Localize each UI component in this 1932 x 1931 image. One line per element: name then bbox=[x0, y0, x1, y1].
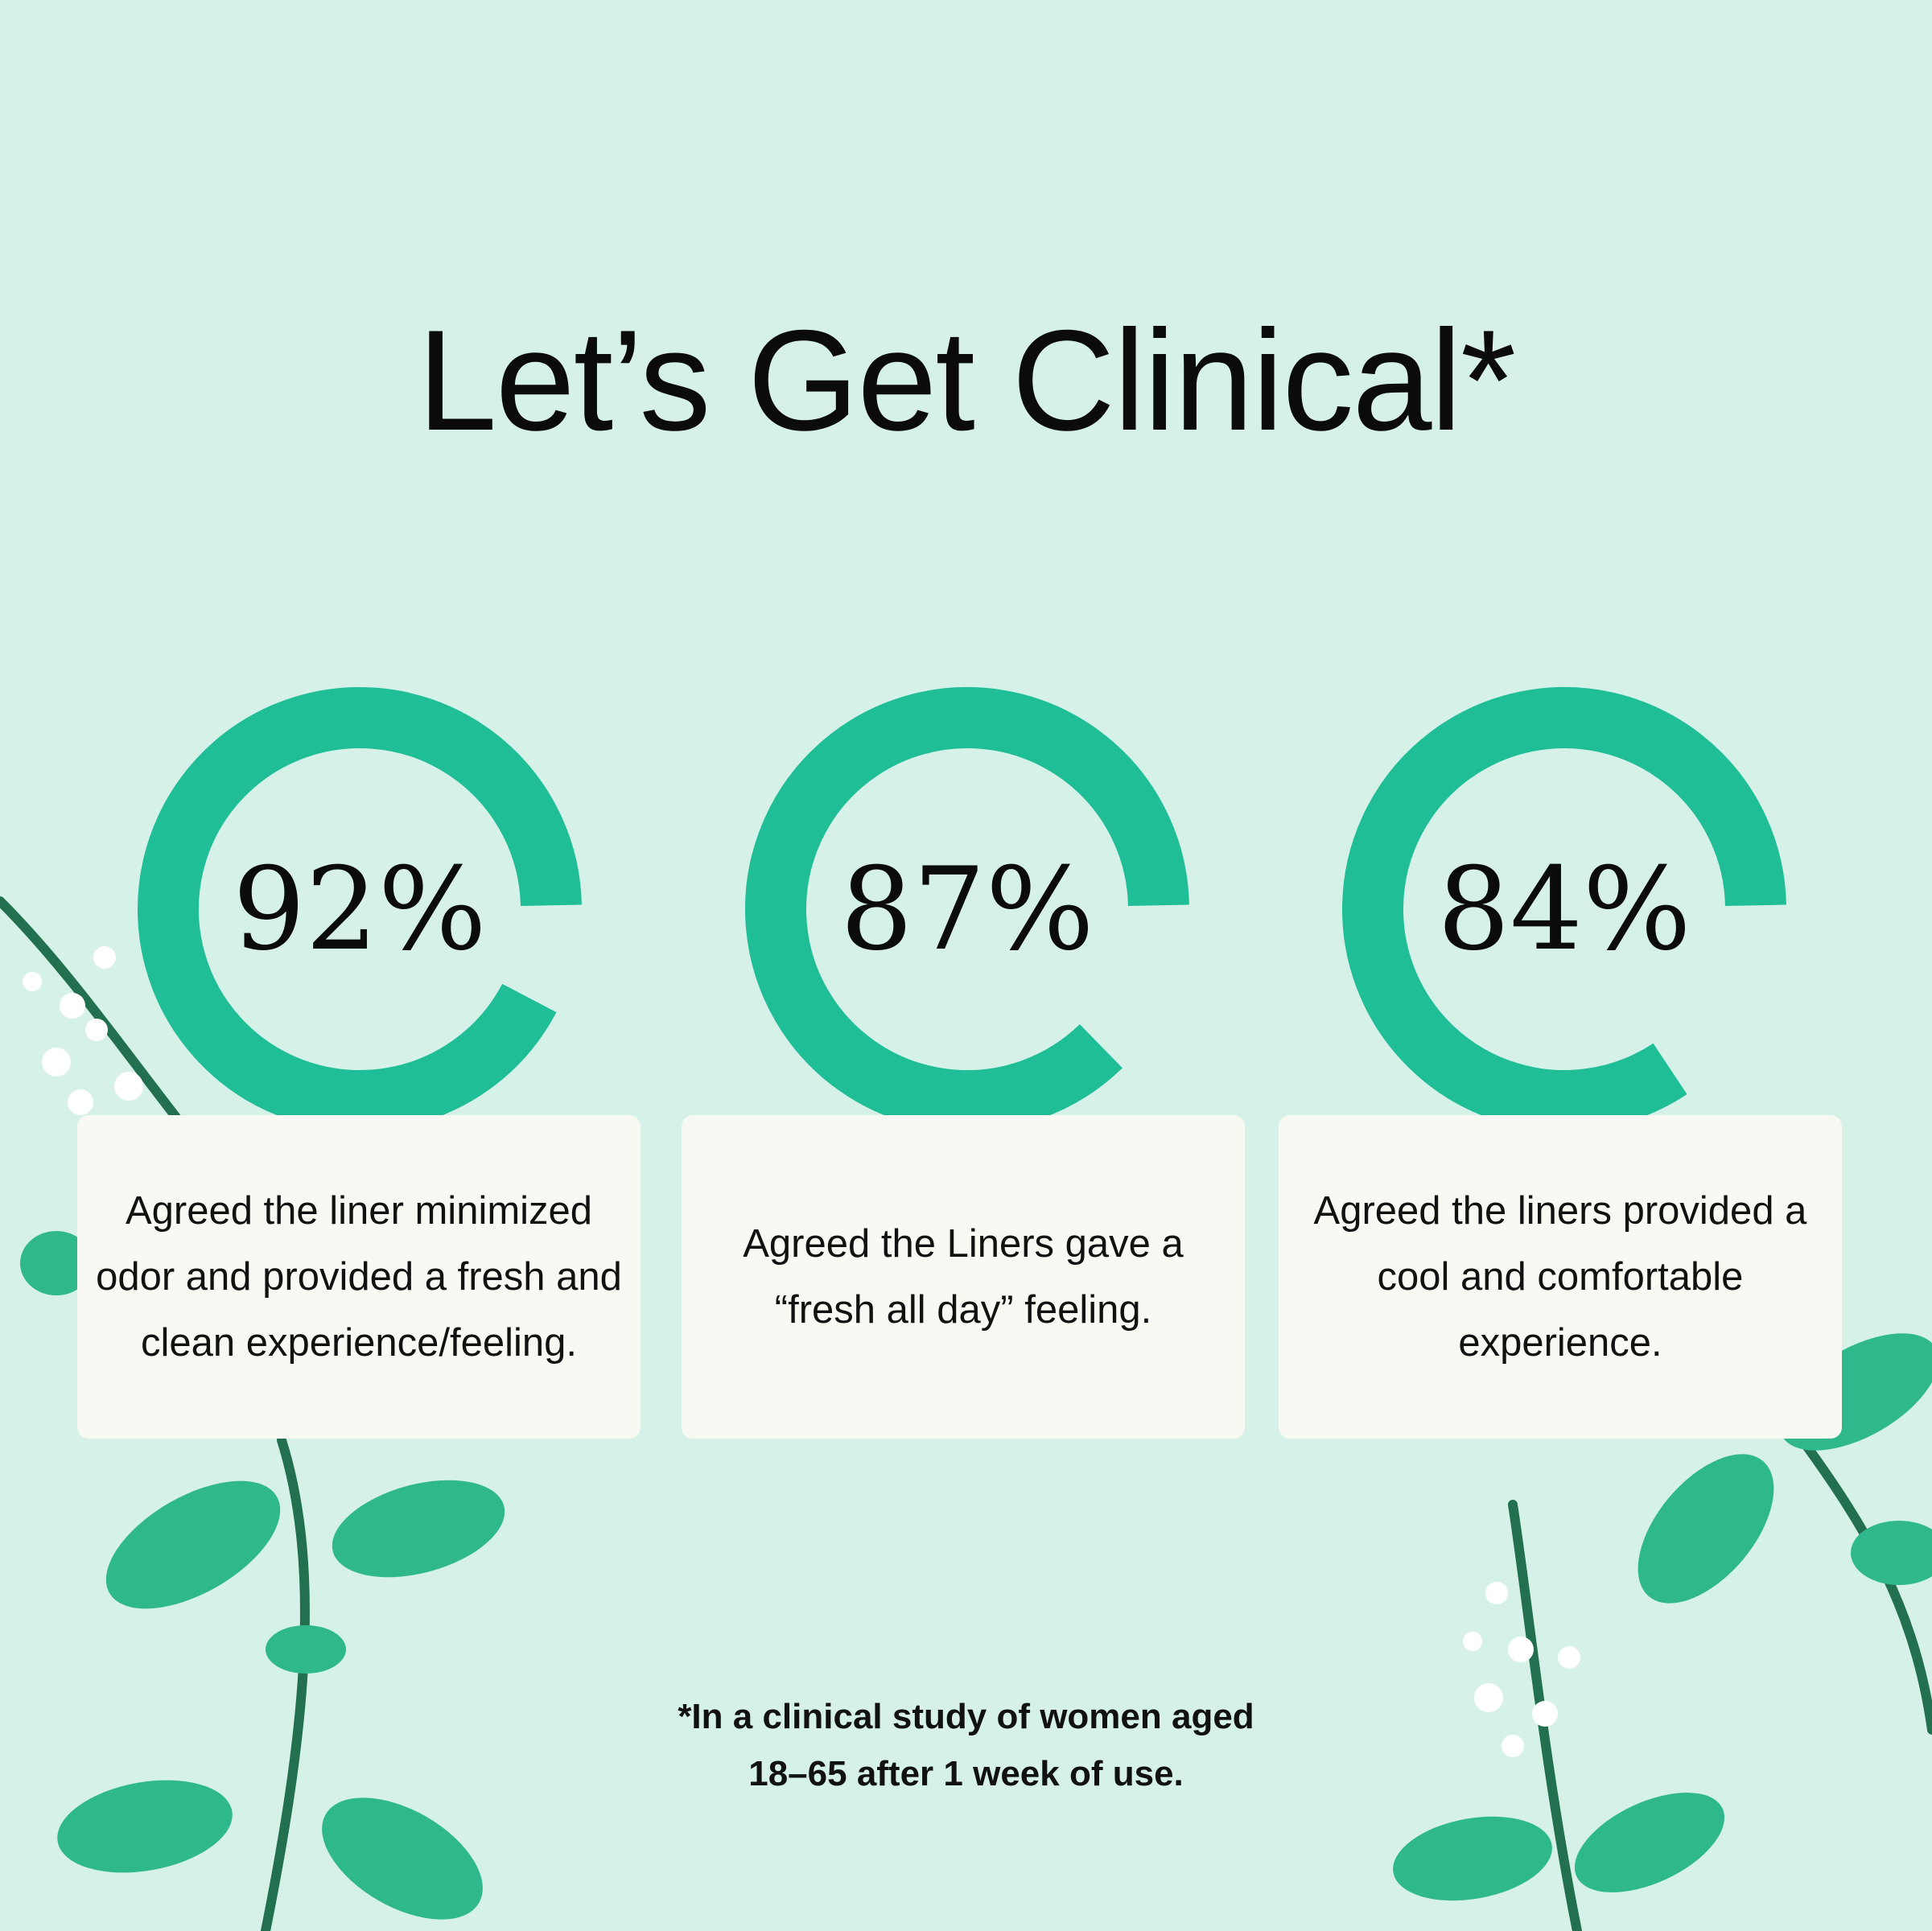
stat-card-2: Agreed the Liners gave a “fresh all day”… bbox=[682, 1115, 1245, 1439]
stat-description: Agreed the liners provided a cool and co… bbox=[1313, 1189, 1807, 1365]
stat-description: Agreed the Liners gave a “fresh all day”… bbox=[743, 1222, 1184, 1332]
stat-ring-2 bbox=[745, 687, 1189, 1131]
stat-value-1: 92% bbox=[233, 843, 487, 976]
stat-ring-3 bbox=[1342, 687, 1786, 1131]
footnote-line-2: 18–65 after 1 week of use. bbox=[748, 1754, 1184, 1793]
stat-card-1: Agreed the liner minimized odor and prov… bbox=[77, 1115, 641, 1439]
stat-ring-1 bbox=[138, 687, 582, 1131]
stat-value-3: 84% bbox=[1437, 843, 1691, 976]
page-title: Let’s Get Clinical* bbox=[417, 300, 1517, 460]
footnote-line-1: *In a clinical study of women aged bbox=[678, 1697, 1254, 1736]
stat-value-2: 87% bbox=[840, 843, 1094, 976]
stat-description: Agreed the liner minimized odor and prov… bbox=[96, 1189, 622, 1365]
footnote: *In a clinical study of women aged 18–65… bbox=[0, 1688, 1932, 1802]
stat-card-3: Agreed the liners provided a cool and co… bbox=[1279, 1115, 1842, 1439]
